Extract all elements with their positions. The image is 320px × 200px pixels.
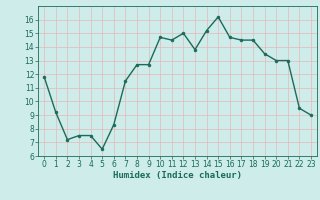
X-axis label: Humidex (Indice chaleur): Humidex (Indice chaleur): [113, 171, 242, 180]
